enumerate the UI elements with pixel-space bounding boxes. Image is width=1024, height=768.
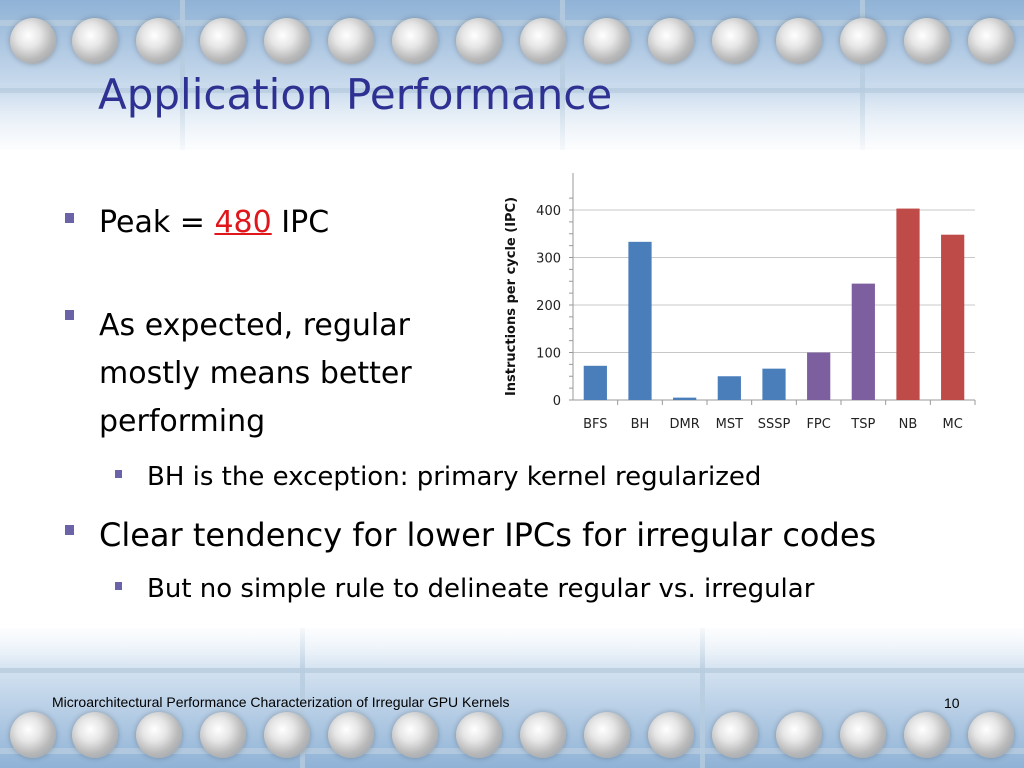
x-tick-label: FPC [806, 417, 830, 432]
bar-mc [941, 234, 965, 400]
x-tick-label: SSSP [758, 417, 791, 432]
y-tick-label: 400 [536, 204, 561, 219]
peak-suffix: IPC [271, 205, 330, 240]
header-fade [0, 90, 1024, 160]
y-tick-label: 100 [536, 347, 561, 362]
footer-fade [0, 620, 1024, 670]
bullet-peak-text: Peak = 480 IPC [99, 205, 329, 240]
subbullet-bh-text: BH is the exception: primary kernel regu… [147, 462, 762, 492]
bullet-marker [65, 310, 74, 320]
subbullet-marker [115, 470, 122, 478]
bar-mst [717, 376, 741, 400]
y-tick-label: 0 [553, 394, 561, 409]
footer-title: Microarchitectural Performance Character… [52, 694, 510, 710]
peak-value: 480 [214, 205, 272, 240]
bar-sssp [762, 368, 786, 400]
ipc-chart-svg: 0 100 200 300 400 BFS BH DMR MST SSSP FPC TSP NB MC In… [504, 173, 976, 432]
subbullet-marker [115, 582, 122, 590]
x-tick-label: MC [943, 417, 963, 432]
ipc-bar-chart: 0 100 200 300 400 BFS BH DMR MST SSSP FPC TSP NB MC In… [498, 168, 988, 438]
subbullet-no-rule-text: But no simple rule to delineate regular … [147, 574, 815, 604]
bullet-marker [65, 525, 74, 535]
slide-title: Application Performance [98, 70, 613, 119]
x-tick-label: BFS [583, 417, 607, 432]
x-tick-label: DMR [670, 417, 700, 432]
bullet-regular-text: As expected, regular mostly means better… [99, 308, 412, 439]
x-tick-label: BH [631, 417, 650, 432]
bar-tsp [851, 283, 875, 400]
peak-prefix: Peak = [99, 205, 215, 240]
x-tick-label: MST [716, 417, 743, 432]
bullet-marker [65, 213, 74, 223]
x-tick-label: TSP [850, 417, 875, 432]
bar-nb [896, 208, 920, 400]
y-axis-label: Instructions per cycle (IPC) [504, 197, 519, 396]
x-tick-label: NB [899, 417, 918, 432]
bar-bfs [583, 365, 607, 400]
page-number: 10 [944, 695, 960, 711]
bar-bh [628, 241, 652, 400]
bar-dmr [673, 397, 697, 400]
bullet-tendency-text: Clear tendency for lower IPCs for irregu… [99, 516, 877, 554]
bar-fpc [807, 352, 831, 400]
y-tick-label: 300 [536, 252, 561, 267]
y-tick-label: 200 [536, 299, 561, 314]
